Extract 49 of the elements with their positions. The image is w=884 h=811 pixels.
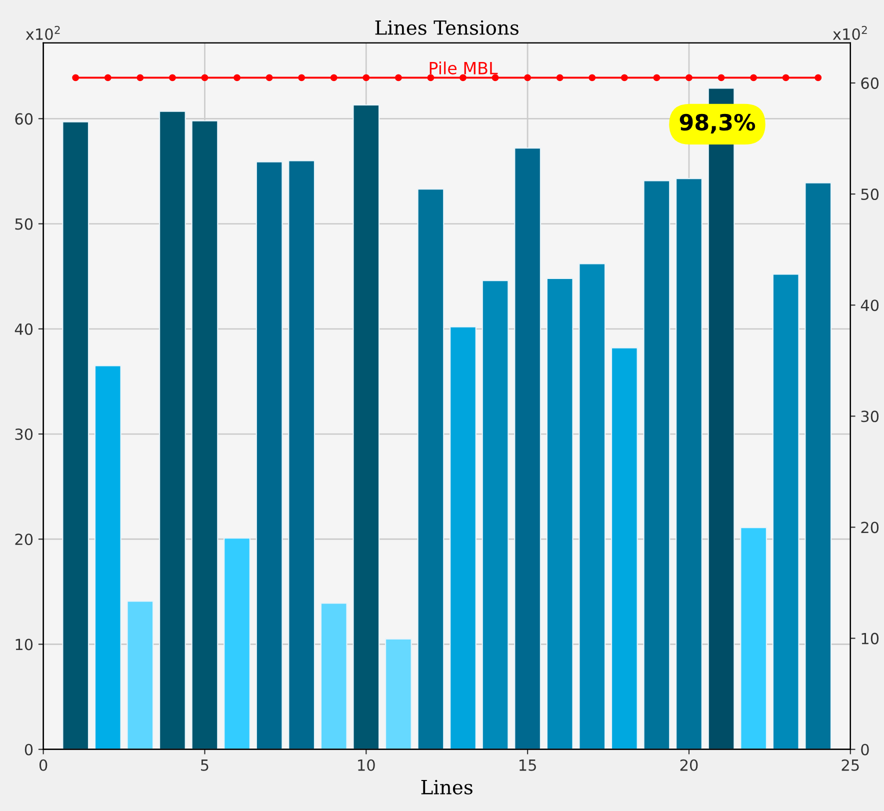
x-tick-label: 0 xyxy=(39,759,48,771)
bar xyxy=(514,148,542,750)
x-axis-title: Lines xyxy=(421,780,472,794)
y2-tick-label: 60 xyxy=(861,77,879,89)
bar xyxy=(578,263,606,750)
bar xyxy=(191,120,218,750)
bar xyxy=(482,280,509,750)
x-tick-label: 20 xyxy=(680,759,698,771)
x-tick-label: 15 xyxy=(520,760,536,771)
bar xyxy=(320,602,348,750)
y2-tick-label: 50 xyxy=(861,188,879,200)
x-tick-label: 5 xyxy=(201,760,208,771)
bar xyxy=(546,278,574,750)
bar xyxy=(772,274,800,750)
y-tick-label: 60 xyxy=(15,113,33,125)
y2-tick-label: 10 xyxy=(862,632,879,644)
bar xyxy=(610,347,638,750)
y-tick-label: 0 xyxy=(24,744,33,756)
y2-tick-label: 0 xyxy=(861,744,869,756)
bar xyxy=(384,638,412,750)
bar xyxy=(643,180,670,750)
y2-tick-label: 40 xyxy=(860,300,879,312)
bar xyxy=(62,121,90,750)
text: x10$^{2}$ xyxy=(26,26,60,40)
bar xyxy=(158,110,186,750)
y2-tick-label: 30 xyxy=(861,410,879,422)
y2-tick-label: 20 xyxy=(861,522,879,534)
x-tick-label: 25 xyxy=(842,759,859,771)
bar xyxy=(676,178,702,750)
y-tick-label: 40 xyxy=(14,323,33,335)
bar xyxy=(417,188,444,750)
bar xyxy=(740,527,768,750)
y-tick-label: 10 xyxy=(16,638,33,650)
y-tick-label: 50 xyxy=(15,218,33,230)
bar xyxy=(804,182,832,750)
bar xyxy=(450,326,476,750)
y-tick-label: 20 xyxy=(15,534,33,546)
bar xyxy=(126,600,154,750)
chart-title: Lines Tensions xyxy=(375,20,518,35)
bar xyxy=(224,538,250,750)
bar xyxy=(288,160,316,750)
bar xyxy=(94,365,122,750)
bar xyxy=(256,161,283,750)
annotation: 98,3% xyxy=(680,114,756,134)
text: x10$^{2}$ xyxy=(832,26,867,40)
series-label: Pile MBL xyxy=(430,62,498,74)
x-tick-label: 10 xyxy=(358,759,375,771)
bar xyxy=(352,104,380,750)
y-tick-label: 30 xyxy=(15,428,33,440)
